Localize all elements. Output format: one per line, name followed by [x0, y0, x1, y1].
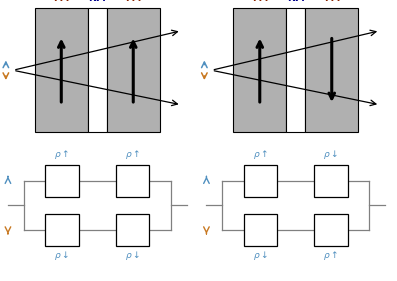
Bar: [314, 165, 348, 197]
Text: $\rho\uparrow$: $\rho\uparrow$: [125, 148, 140, 161]
Text: FM: FM: [252, 0, 268, 3]
Text: NM: NM: [287, 0, 304, 3]
Text: FM: FM: [53, 0, 69, 3]
Text: FM: FM: [125, 0, 141, 3]
Text: $\rho\downarrow$: $\rho\downarrow$: [125, 249, 140, 262]
Bar: [35, 8, 88, 132]
Bar: [286, 8, 305, 132]
Bar: [116, 214, 149, 246]
Text: $\rho\downarrow$: $\rho\downarrow$: [253, 249, 268, 262]
Bar: [314, 214, 348, 246]
Text: $\rho\uparrow$: $\rho\uparrow$: [253, 148, 268, 161]
Text: $\rho\downarrow$: $\rho\downarrow$: [54, 249, 69, 262]
Text: FM: FM: [324, 0, 340, 3]
Bar: [107, 8, 160, 132]
Text: NM: NM: [89, 0, 106, 3]
Text: $\rho\uparrow$: $\rho\uparrow$: [324, 249, 339, 262]
Text: $\rho\downarrow$: $\rho\downarrow$: [324, 148, 339, 161]
Text: $\rho\uparrow$: $\rho\uparrow$: [54, 148, 69, 161]
Bar: [116, 165, 149, 197]
Bar: [244, 214, 278, 246]
Bar: [45, 165, 79, 197]
Bar: [45, 214, 79, 246]
Bar: [233, 8, 286, 132]
Bar: [305, 8, 358, 132]
Bar: [244, 165, 278, 197]
Bar: [88, 8, 107, 132]
